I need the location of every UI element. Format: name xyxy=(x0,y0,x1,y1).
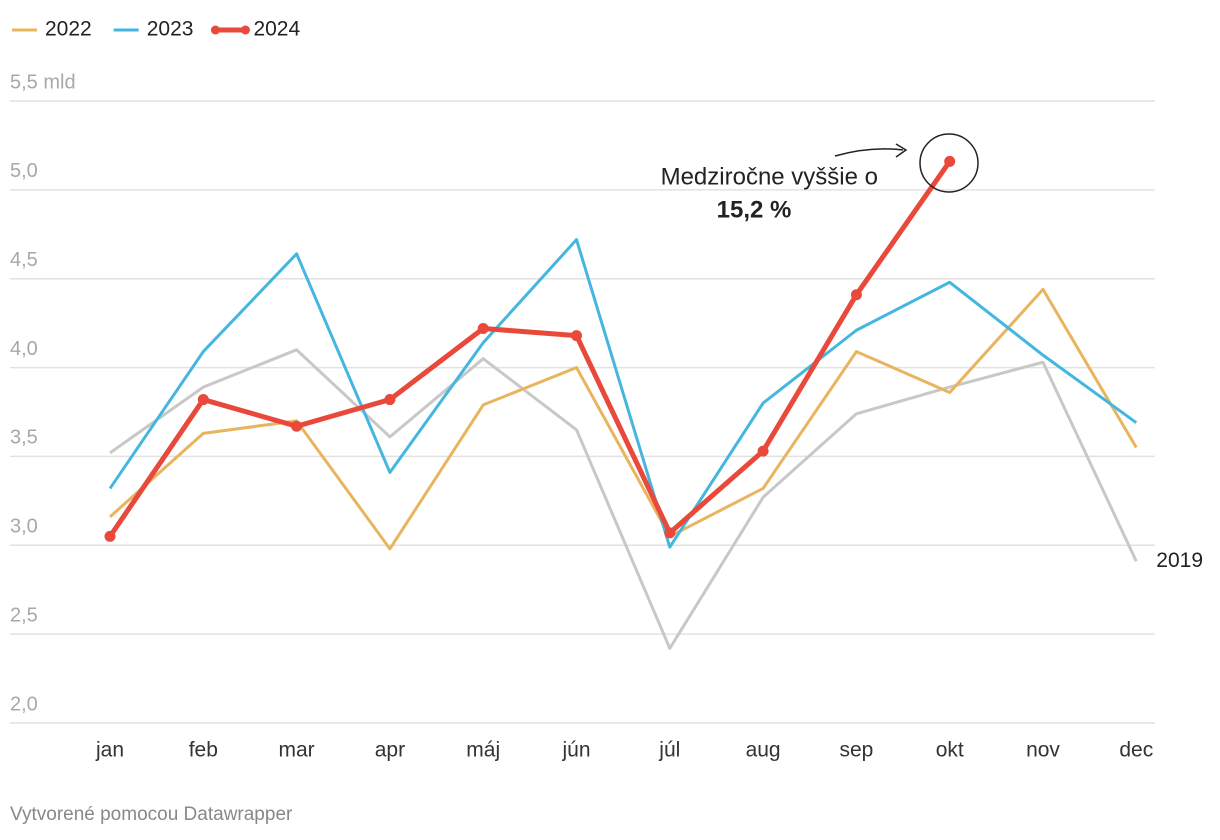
y-tick-label: 5,5 mld xyxy=(10,71,76,93)
x-tick-label: jan xyxy=(95,739,124,762)
point xyxy=(197,394,209,406)
point xyxy=(850,289,862,301)
series-line xyxy=(107,159,952,538)
annotation-value: 15,2 % xyxy=(717,196,792,223)
series-end-label: 2019 xyxy=(1156,549,1203,572)
x-tick-label: nov xyxy=(1026,739,1060,762)
y-tick-label: 4,0 xyxy=(10,338,38,360)
point xyxy=(477,322,489,334)
x-tick-label: mar xyxy=(279,739,315,762)
y-tick-label: 4,5 xyxy=(10,249,38,271)
x-tick-label: okt xyxy=(936,739,964,762)
legend-label: 2024 xyxy=(253,18,300,41)
x-tick-label: sep xyxy=(839,739,873,762)
legend-label: 2023 xyxy=(147,18,194,41)
legend-swatch-dot xyxy=(210,25,220,35)
legend-swatch-dot xyxy=(240,25,250,35)
x-tick-label: jún xyxy=(561,739,590,762)
point xyxy=(757,445,769,457)
point xyxy=(384,394,396,406)
credit: Vytvorené pomocou Datawrapper xyxy=(10,804,293,825)
annotation-arrow xyxy=(834,148,904,157)
y-tick-label: 5,0 xyxy=(10,160,38,182)
y-tick-label: 2,0 xyxy=(10,693,38,715)
legend-label: 2022 xyxy=(45,18,92,41)
x-tick-label: aug xyxy=(746,739,781,762)
y-tick-label: 3,5 xyxy=(10,427,38,449)
lines xyxy=(104,155,1138,650)
annotation-circle xyxy=(919,133,979,193)
y-tick-label: 2,5 xyxy=(10,604,38,626)
x-tick-label: dec xyxy=(1119,739,1153,762)
x-tick-label: apr xyxy=(375,739,405,762)
x-tick-label: júl xyxy=(658,739,680,762)
series-line xyxy=(108,238,1138,549)
x-tick-label: máj xyxy=(466,739,500,762)
grid xyxy=(10,100,1155,724)
series-line xyxy=(109,348,1138,650)
annotation-arrowhead xyxy=(895,143,908,158)
y-tick-label: 3,0 xyxy=(10,516,38,538)
point xyxy=(664,527,676,539)
point xyxy=(291,420,303,432)
x-tick-label: feb xyxy=(189,739,218,762)
point xyxy=(104,530,116,542)
point xyxy=(944,155,956,167)
annotation-text: Medziročne vyššie o xyxy=(661,163,878,190)
point xyxy=(571,330,582,342)
